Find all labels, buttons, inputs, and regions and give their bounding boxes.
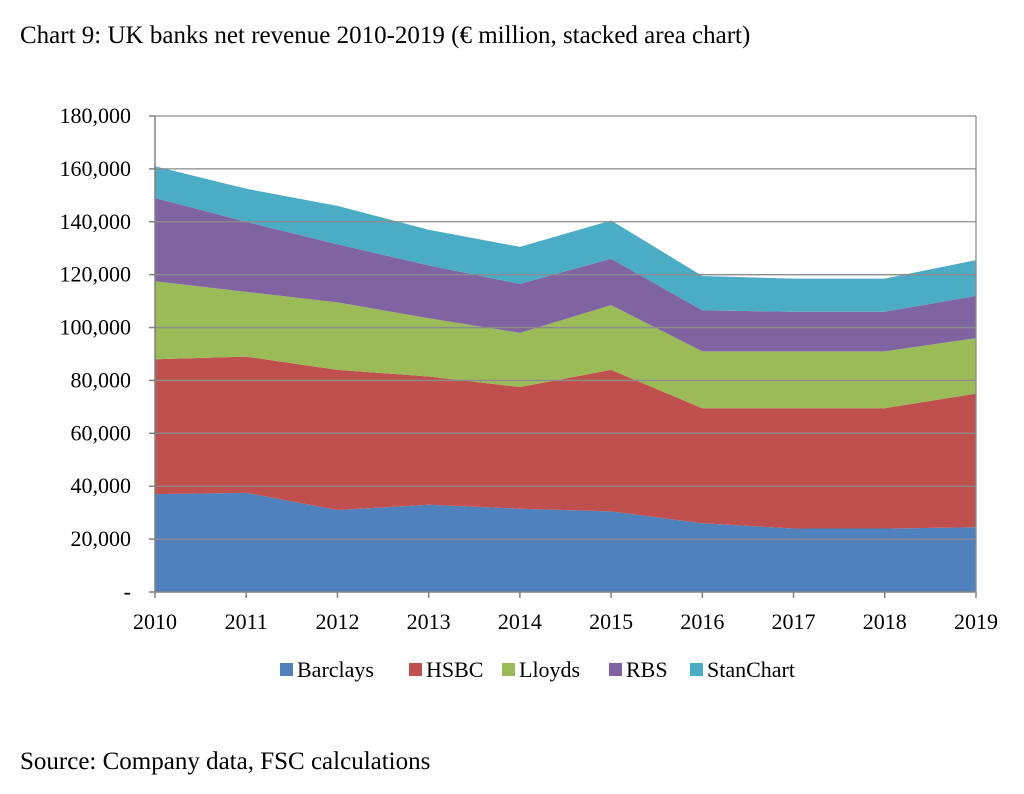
legend-swatch (609, 663, 622, 676)
y-tick-label: 180,000 (60, 103, 132, 128)
y-tick-label: 100,000 (60, 315, 132, 340)
legend-item-lloyds: Lloyds (502, 657, 580, 682)
chart-title: Chart 9: UK banks net revenue 2010-2019 … (20, 22, 751, 49)
legend-label: HSBC (426, 657, 483, 682)
legend-swatch (409, 663, 422, 676)
y-tick-label: 80,000 (71, 367, 132, 392)
x-tick-label: 2012 (315, 609, 359, 634)
area-layer (155, 166, 976, 592)
x-tick-label: 2011 (225, 609, 268, 634)
y-tick-label: 120,000 (60, 262, 132, 287)
legend-item-stanchart: StanChart (690, 657, 795, 682)
y-tick-label: 160,000 (60, 156, 132, 181)
x-tick-label: 2014 (498, 609, 542, 634)
legend-swatch (280, 663, 293, 676)
legend-label: Lloyds (519, 657, 580, 682)
legend-swatch (502, 663, 515, 676)
x-tick-label: 2017 (772, 609, 816, 634)
x-tick-label: 2018 (863, 609, 907, 634)
area-lloyds (155, 281, 976, 409)
source-note: Source: Company data, FSC calculations (20, 748, 431, 775)
y-tick-label: - (124, 579, 131, 604)
x-tick-label: 2010 (133, 609, 177, 634)
gridlines (155, 115, 977, 592)
x-tick-label: 2016 (680, 609, 724, 634)
x-tick-labels: 2010 2011 2012 2013 2014 2015 2016 2017 2018 2019 (133, 609, 998, 634)
legend-swatch (690, 663, 703, 676)
legend-label: RBS (626, 657, 668, 682)
legend: Barclays HSBC Lloyds RBS StanChart (280, 657, 795, 682)
legend-label: StanChart (707, 657, 795, 682)
y-tick-label: 20,000 (71, 526, 132, 551)
y-tick-labels: - 20,000 40,000 60,000 80,000 100,000 120,000 1… (60, 103, 132, 604)
y-tick-label: 60,000 (71, 420, 132, 445)
y-tick-label: 140,000 (60, 209, 132, 234)
legend-item-barclays: Barclays (280, 657, 374, 682)
legend-item-rbs: RBS (609, 657, 668, 682)
x-tick-label: 2013 (407, 609, 451, 634)
legend-label: Barclays (297, 657, 374, 682)
area-hsbc (155, 356, 976, 529)
y-tick-label: 40,000 (71, 473, 132, 498)
legend-item-hsbc: HSBC (409, 657, 483, 682)
x-tick-label: 2015 (589, 609, 633, 634)
x-tick-label: 2019 (954, 609, 998, 634)
axes (149, 115, 977, 598)
area-barclays (155, 492, 976, 592)
area-stanchart (155, 166, 976, 312)
